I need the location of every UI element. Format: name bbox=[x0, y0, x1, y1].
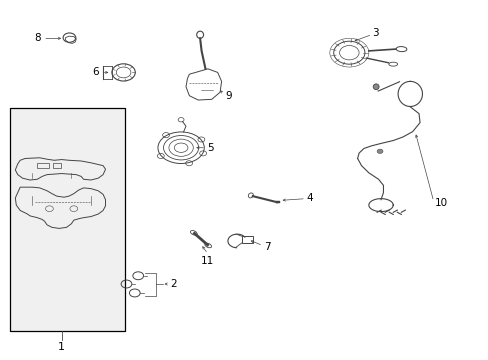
Text: 10: 10 bbox=[434, 198, 447, 208]
Circle shape bbox=[376, 149, 382, 153]
Text: 6: 6 bbox=[92, 67, 99, 77]
Text: 8: 8 bbox=[34, 33, 41, 43]
Bar bbox=[37, 163, 49, 168]
Bar bbox=[53, 163, 61, 168]
Text: 7: 7 bbox=[264, 242, 270, 252]
Text: 9: 9 bbox=[224, 91, 231, 101]
Text: 3: 3 bbox=[371, 28, 378, 38]
Bar bbox=[10, 108, 125, 330]
Ellipse shape bbox=[372, 84, 378, 90]
Bar bbox=[242, 236, 252, 243]
Text: 11: 11 bbox=[201, 256, 214, 266]
Text: 1: 1 bbox=[58, 342, 65, 352]
Text: 4: 4 bbox=[306, 193, 313, 203]
Bar bbox=[276, 201, 280, 203]
Text: 5: 5 bbox=[206, 143, 213, 153]
Text: 2: 2 bbox=[170, 279, 177, 289]
